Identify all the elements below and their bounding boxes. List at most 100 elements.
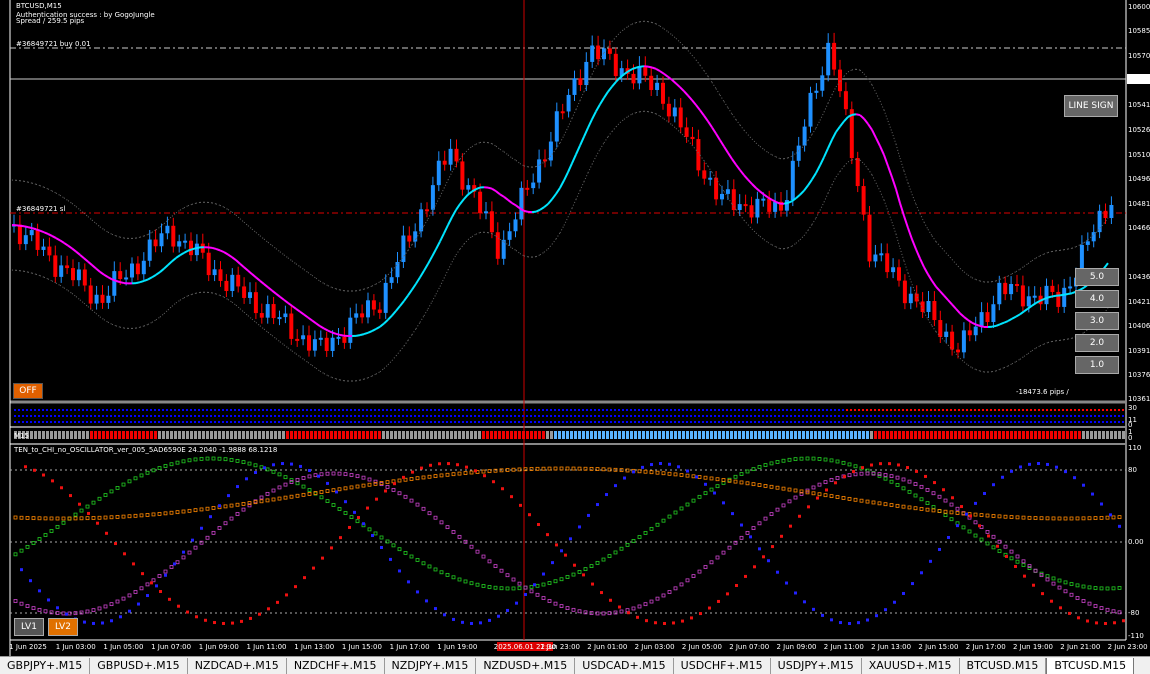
osc-point: [569, 537, 572, 541]
band-upper: [1095, 227, 1101, 233]
osc-dot: [169, 565, 174, 569]
time-label: 2 Jun 05:00: [682, 643, 722, 651]
symbol-tab[interactable]: USDCAD+.M15: [575, 658, 674, 674]
lv1-button[interactable]: LV1: [14, 618, 44, 636]
osc-dot: [187, 458, 192, 463]
symbol-tab[interactable]: NZDCHF+.M15: [287, 658, 385, 674]
band-lower: [311, 364, 317, 369]
strip-dot: [250, 409, 252, 411]
osc-dot: [1039, 573, 1044, 578]
candle-body: [248, 292, 252, 298]
band-lower: [323, 373, 329, 377]
strip-dot: [894, 409, 896, 411]
line-sign-button[interactable]: LINE SIGN: [1064, 95, 1118, 117]
strip-bar: [170, 431, 173, 439]
moving-average: [903, 215, 909, 229]
osc-dot: [127, 593, 132, 598]
band-lower: [411, 328, 417, 335]
band-upper: [1019, 265, 1025, 270]
candle-body: [873, 254, 878, 262]
band-lower: [735, 209, 741, 216]
band-upper: [1043, 252, 1049, 255]
strip-dot: [358, 415, 360, 417]
moving-average: [951, 303, 957, 310]
strip-dot: [686, 421, 688, 423]
strip-dot: [726, 409, 728, 411]
osc-dot: [1081, 599, 1086, 603]
osc-point: [713, 491, 716, 495]
band-upper: [1087, 235, 1093, 240]
strip-bar: [226, 431, 229, 439]
strip-dot: [42, 415, 44, 417]
strip-dot: [634, 409, 636, 411]
strip-dot: [1042, 409, 1044, 411]
strip-dot: [1050, 409, 1052, 411]
strip-dot: [1058, 421, 1060, 423]
osc-point: [213, 621, 216, 625]
strip-dot: [1106, 409, 1108, 411]
strip-dot: [130, 409, 132, 411]
symbol-tab[interactable]: BTCUSD.M15: [1046, 657, 1135, 674]
strip-dot: [558, 415, 560, 417]
osc-point: [1122, 619, 1125, 623]
strip-dot: [166, 409, 168, 411]
osc-dot: [121, 596, 126, 601]
strip-dot: [350, 421, 352, 423]
level-button[interactable]: 5.0: [1075, 268, 1119, 286]
moving-average: [463, 193, 469, 200]
moving-average: [591, 110, 597, 120]
strip-dot: [326, 421, 328, 423]
strip-dot: [798, 415, 800, 417]
strip-dot: [202, 415, 204, 417]
moving-average: [379, 322, 385, 328]
candle-body: [643, 66, 648, 76]
symbol-tab[interactable]: NZDJPY+.M15: [385, 658, 477, 674]
symbol-tab[interactable]: BTCUSD.M15: [960, 658, 1047, 674]
symbol-tab[interactable]: USDJPY+.M15: [771, 658, 862, 674]
strip-bar: [674, 431, 677, 439]
level-button[interactable]: 1.0: [1075, 356, 1119, 374]
level-button[interactable]: 3.0: [1075, 312, 1119, 330]
symbol-tab[interactable]: NZDCAD+.M15: [188, 658, 287, 674]
strip-bar: [738, 431, 741, 439]
strip-dot: [318, 415, 320, 417]
osc-dot: [655, 596, 660, 601]
strip-dot: [826, 415, 828, 417]
strip-bar: [246, 431, 249, 439]
band-upper: [59, 194, 65, 199]
band-upper: [663, 28, 669, 33]
symbol-tab[interactable]: USDCHF+.M15: [674, 658, 771, 674]
strip-dot: [1082, 415, 1084, 417]
symbol-tab[interactable]: XAUUSD+.M15: [862, 658, 960, 674]
moving-average: [935, 285, 941, 292]
candle-body: [165, 225, 170, 234]
osc-dot: [505, 586, 510, 591]
strip-bar: [338, 431, 341, 439]
symbol-tab[interactable]: GBPUSD+.M15: [90, 658, 188, 674]
strip-dot: [590, 415, 592, 417]
band-lower: [1015, 358, 1021, 363]
strip-dot: [854, 409, 856, 411]
band-lower: [539, 251, 545, 256]
strip-bar: [298, 431, 301, 439]
osc-point: [335, 490, 338, 494]
strip-dot: [490, 415, 492, 417]
candle-body: [572, 78, 577, 95]
symbol-tab[interactable]: GBPJPY+.M15: [0, 658, 91, 674]
strip-dot: [610, 409, 612, 411]
level-button[interactable]: 4.0: [1075, 290, 1119, 308]
strip-dot: [1062, 421, 1064, 423]
band-lower: [283, 344, 289, 349]
strip-dot: [698, 409, 700, 411]
osc-dot: [589, 611, 594, 615]
symbol-tab[interactable]: NZDUSD+.M15: [476, 658, 576, 674]
strip-dot: [478, 409, 480, 411]
strip-dot: [386, 409, 388, 411]
osc-point: [627, 611, 630, 615]
lv2-button[interactable]: LV2: [48, 618, 78, 636]
candle-body: [1009, 283, 1014, 295]
osc-point: [960, 505, 963, 509]
off-button[interactable]: OFF: [13, 383, 43, 399]
level-button[interactable]: 2.0: [1075, 334, 1119, 352]
strip-dot: [598, 421, 600, 423]
